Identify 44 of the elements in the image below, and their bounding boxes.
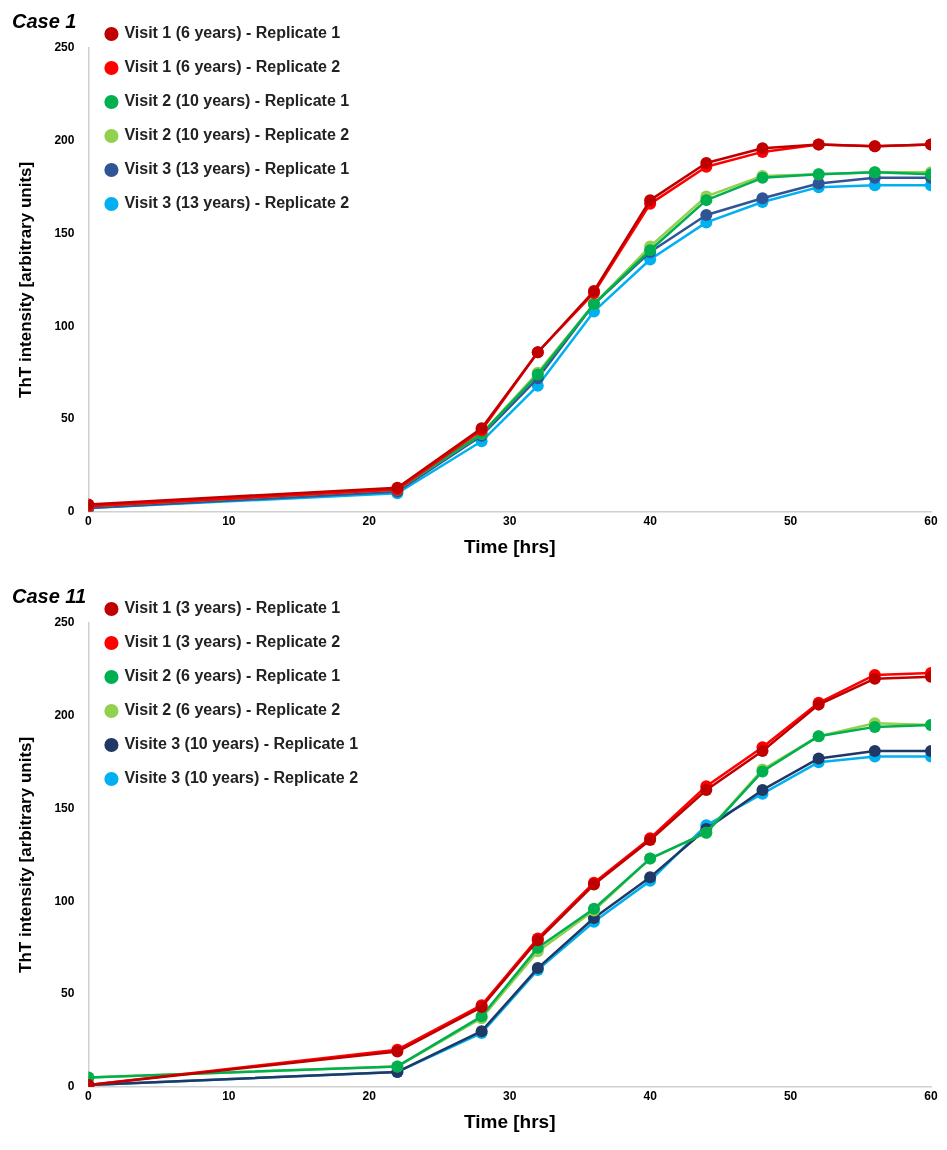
x-tick-label: 10 — [222, 514, 236, 529]
x-axis-title: Time [hrs] — [463, 1110, 556, 1132]
x-tick-label: 50 — [783, 1089, 798, 1104]
chart-title: Case 11 — [12, 584, 87, 607]
y-tick-label: 0 — [67, 1079, 75, 1094]
x-tick-label: 20 — [362, 1089, 377, 1104]
legend-label: Visit 2 (10 years) - Replicate 2 — [124, 126, 350, 144]
y-tick-label: 250 — [54, 615, 75, 630]
legend-label: Visit 1 (6 years) - Replicate 1 — [124, 24, 341, 42]
legend-label: Visit 1 (6 years) - Replicate 2 — [124, 58, 341, 76]
legend-label: Visite 3 (10 years) - Replicate 1 — [124, 735, 359, 753]
legend-label: Visit 3 (13 years) - Replicate 1 — [124, 160, 350, 178]
legend-label: Visit 2 (6 years) - Replicate 2 — [124, 701, 341, 719]
x-axis-title: Time [hrs] — [463, 535, 556, 557]
legend-label: Visite 3 (10 years) - Replicate 2 — [124, 769, 359, 787]
y-axis-title: ThT intensity [arbitrary units] — [15, 161, 35, 398]
y-tick-label: 0 — [67, 504, 75, 519]
y-tick-label: 200 — [54, 133, 75, 148]
x-tick-label: 30 — [503, 1089, 517, 1104]
x-tick-label: 0 — [85, 514, 93, 529]
y-tick-label: 150 — [54, 225, 75, 240]
chart-title: Case 1 — [12, 9, 77, 32]
x-tick-label: 40 — [643, 514, 658, 529]
y-tick-label: 50 — [61, 411, 75, 426]
y-tick-label: 250 — [54, 40, 75, 55]
legend-label: Visit 2 (6 years) - Replicate 1 — [124, 667, 341, 685]
x-tick-label: 0 — [85, 1089, 93, 1104]
x-tick-label: 60 — [924, 514, 938, 529]
y-axis-title: ThT intensity [arbitrary units] — [15, 736, 35, 973]
x-tick-label: 10 — [222, 1089, 236, 1104]
legend-label: Visit 3 (13 years) - Replicate 2 — [124, 194, 350, 212]
legend-label: Visit 2 (10 years) - Replicate 1 — [124, 92, 350, 110]
y-tick-label: 200 — [54, 708, 75, 723]
x-tick-label: 50 — [783, 514, 798, 529]
legend-label: Visit 1 (3 years) - Replicate 1 — [124, 599, 341, 617]
y-tick-label: 100 — [54, 893, 75, 908]
x-tick-label: 30 — [503, 514, 517, 529]
y-tick-label: 50 — [61, 986, 75, 1001]
x-tick-label: 40 — [643, 1089, 658, 1104]
y-tick-label: 150 — [54, 800, 75, 815]
x-tick-label: 20 — [362, 514, 377, 529]
legend-label: Visit 1 (3 years) - Replicate 2 — [124, 633, 341, 651]
x-tick-label: 60 — [924, 1089, 938, 1104]
y-tick-label: 100 — [54, 318, 75, 333]
